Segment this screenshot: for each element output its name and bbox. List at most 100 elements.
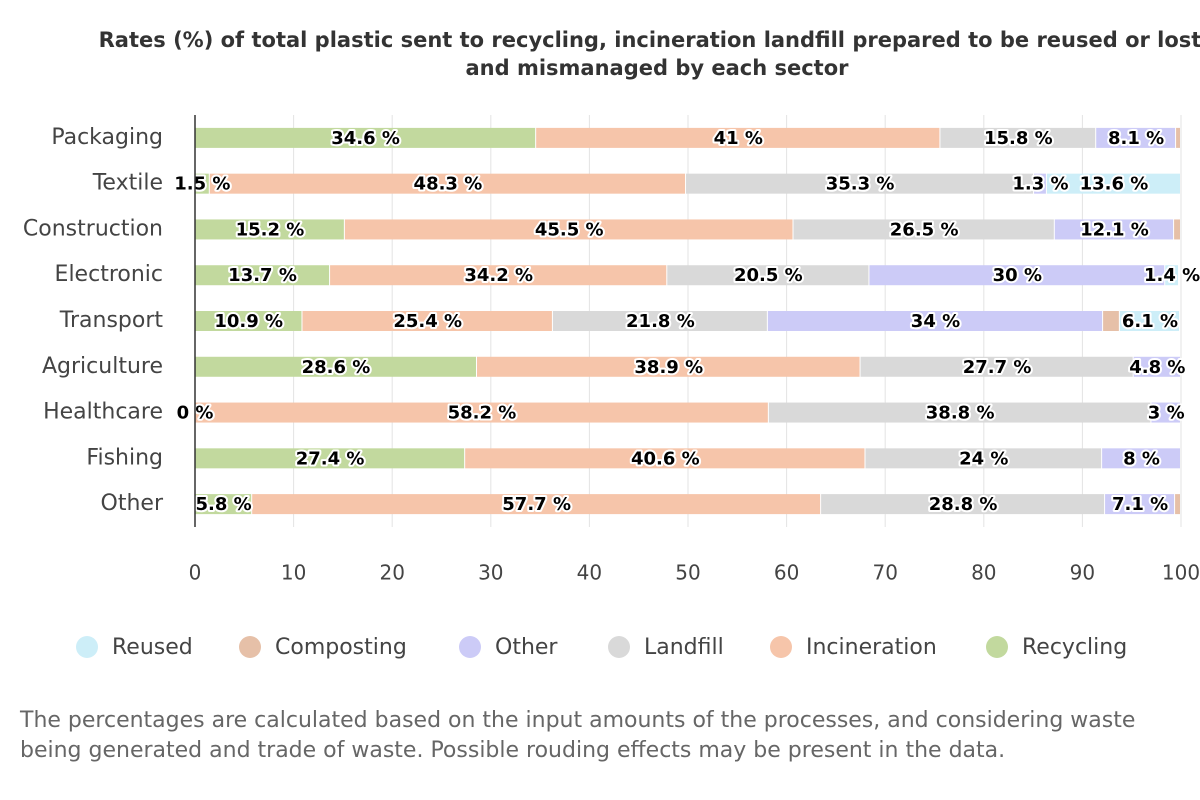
legend-marker <box>608 636 630 658</box>
data-label: 6.1 % <box>1122 311 1178 332</box>
data-label: 34.6 % <box>331 128 400 149</box>
legend-label: Reused <box>112 635 193 660</box>
data-label: 1.5 % <box>174 174 230 195</box>
footnote: being generated and trade of waste. Poss… <box>20 738 1005 763</box>
y-tick-label: Transport <box>59 308 164 333</box>
bar-segment <box>1174 219 1180 240</box>
data-label: 13.6 % <box>1080 174 1149 195</box>
bar-segment <box>1054 219 1174 240</box>
bar-segment <box>1119 311 1180 331</box>
data-label: 27.4 % <box>296 448 365 469</box>
bar-segment <box>940 127 1096 148</box>
bar-segment <box>1165 265 1179 286</box>
bar-segment <box>330 265 667 286</box>
data-label: 26.5 % <box>890 219 959 240</box>
data-label: 38.8 % <box>926 403 995 424</box>
data-label: 28.8 % <box>929 494 998 515</box>
chart-title: and mismanaged by each sector <box>465 56 849 80</box>
data-label: 15.2 % <box>236 219 305 240</box>
bar-segment <box>195 265 330 286</box>
bar-segment <box>686 173 1034 194</box>
bar-segment <box>195 494 252 515</box>
data-label: 25.4 % <box>393 311 462 332</box>
data-label: 21.8 % <box>626 311 695 332</box>
bar-segment <box>1034 173 1046 194</box>
bar-segment <box>1175 494 1180 515</box>
data-label: 8.1 % <box>1108 128 1164 149</box>
data-label: 40.6 % <box>631 448 700 469</box>
legend-label: Incineration <box>806 635 937 660</box>
x-tick-label: 90 <box>1070 561 1095 585</box>
legend-label: Recycling <box>1022 635 1127 660</box>
x-tick-label: 100 <box>1162 561 1200 585</box>
bar-segment <box>767 311 1103 331</box>
bar-segment <box>465 448 865 469</box>
bar-segment <box>195 173 209 194</box>
x-tick-label: 50 <box>675 561 700 585</box>
data-label: 8 % <box>1123 448 1160 469</box>
x-tick-label: 70 <box>872 561 897 585</box>
legend-label: Composting <box>275 635 407 660</box>
data-label: 38.9 % <box>634 357 703 378</box>
bar-segment <box>793 219 1054 240</box>
bar-segment <box>667 265 869 286</box>
bar-segment <box>869 265 1165 286</box>
footnote: The percentages are calculated based on … <box>19 708 1135 733</box>
bar-segment <box>476 356 860 377</box>
bar-segment <box>1105 494 1175 515</box>
y-tick-label: Electronic <box>55 262 163 287</box>
bar-segment <box>536 127 940 148</box>
data-label: 15.8 % <box>984 128 1053 149</box>
bar-segment <box>860 356 1133 377</box>
chart-title: Rates (%) of total plastic sent to recyc… <box>99 28 1200 52</box>
data-label: 35.3 % <box>826 174 895 195</box>
y-tick-label: Textile <box>92 171 163 196</box>
x-tick-label: 30 <box>478 561 503 585</box>
data-label: 58.2 % <box>448 403 517 424</box>
y-tick-label: Healthcare <box>43 400 163 425</box>
bar-segment <box>195 448 465 469</box>
bar-segment <box>821 494 1105 515</box>
bar-segment <box>552 311 767 331</box>
data-label: 57.7 % <box>502 494 571 515</box>
data-label: 30 % <box>993 265 1042 286</box>
x-tick-label: 80 <box>971 561 996 585</box>
data-label: 20.5 % <box>734 265 803 286</box>
data-label: 34.2 % <box>464 265 533 286</box>
data-label: 4.8 % <box>1129 357 1185 378</box>
data-label: 24 % <box>959 448 1008 469</box>
data-label: 10.9 % <box>214 311 283 332</box>
bar-segment <box>1046 173 1180 194</box>
bar-segment <box>302 311 552 331</box>
bar-segment <box>195 219 344 240</box>
data-label: 12.1 % <box>1080 219 1149 240</box>
bar-segment <box>1103 311 1119 331</box>
bar-segment <box>344 219 793 240</box>
data-label: 45.5 % <box>535 219 604 240</box>
legend-label: Other <box>495 635 558 660</box>
bar-segment <box>209 173 686 194</box>
bar-segment <box>1102 448 1180 469</box>
y-tick-label: Fishing <box>86 445 163 470</box>
bar-segment <box>1133 356 1180 377</box>
bar-segment <box>1176 127 1180 148</box>
bar-segment <box>195 127 536 148</box>
x-tick-label: 0 <box>189 561 202 585</box>
data-label: 13.7 % <box>228 265 297 286</box>
x-tick-label: 40 <box>577 561 602 585</box>
legend-marker <box>986 636 1008 658</box>
y-tick-label: Agriculture <box>42 354 163 379</box>
legend-marker <box>459 636 481 658</box>
data-label: 27.7 % <box>963 357 1032 378</box>
x-tick-label: 10 <box>281 561 306 585</box>
data-label: 1.3 % <box>1012 174 1068 195</box>
data-label: 7.1 % <box>1112 494 1168 515</box>
bar-segment <box>195 402 768 423</box>
legend-marker <box>770 636 792 658</box>
x-tick-label: 20 <box>379 561 404 585</box>
data-label: 41 % <box>714 128 763 149</box>
y-tick-label: Other <box>101 491 164 516</box>
data-label: 48.3 % <box>414 174 483 195</box>
data-label: 5.8 % <box>195 494 251 515</box>
